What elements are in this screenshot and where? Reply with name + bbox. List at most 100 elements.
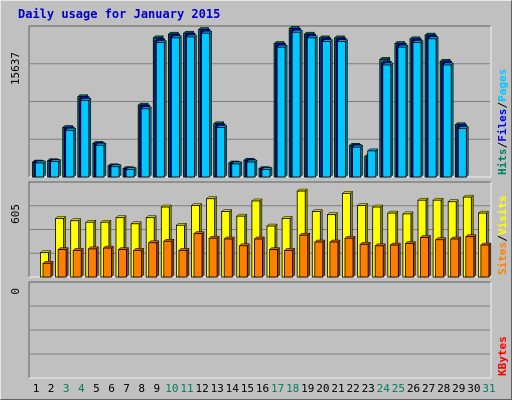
x-tick-label: 14 — [226, 382, 240, 395]
bar-pages-27-face — [427, 38, 437, 178]
bar-sites-14-face — [238, 245, 248, 278]
ymax-label-top: 15637 — [9, 52, 22, 85]
legend-pages: Pages — [496, 69, 509, 102]
bar-pages-14-face — [231, 163, 241, 178]
bar-pages-14 — [231, 161, 243, 178]
bar-sites-6 — [117, 247, 130, 278]
legend-bottom: KBytes — [496, 336, 509, 376]
x-tick-label: 24 — [377, 382, 391, 395]
bar-sites-27-face — [435, 239, 445, 278]
x-tick-label: 20 — [316, 382, 329, 395]
legend-separator: / — [496, 102, 509, 109]
bar-pages-25-face — [397, 46, 407, 178]
bar-sites-19 — [314, 239, 326, 278]
bar-sites-26-face — [420, 237, 429, 278]
legend-middle: Sites/Visits — [496, 195, 509, 275]
legend-sites: Sites — [496, 242, 509, 275]
bar-pages-15-face — [246, 161, 256, 178]
bar-sites-16 — [268, 247, 281, 278]
bar-sites-5-face — [103, 247, 112, 278]
bar-sites-27 — [434, 237, 447, 278]
bar-pages-7-face — [125, 169, 135, 178]
bar-sites-25 — [404, 240, 417, 278]
bar-sites-23-face — [374, 245, 384, 278]
bar-pages-8-face — [140, 108, 150, 178]
bar-sites-22 — [359, 241, 371, 278]
bar-pages-22 — [351, 144, 364, 178]
x-tick-label: 23 — [362, 382, 375, 395]
bar-pages-2-face — [50, 161, 59, 178]
bar-sites-11 — [193, 231, 205, 278]
bar-pages-29-face — [457, 128, 467, 178]
bar-sites-10-face — [178, 249, 188, 278]
bar-sites-24-face — [389, 244, 399, 278]
x-tick-label: 8 — [138, 382, 145, 395]
bar-pages-10-face — [170, 37, 180, 178]
bar-sites-20 — [329, 239, 341, 278]
legend-separator: / — [496, 235, 509, 242]
x-tick-label: 10 — [165, 382, 178, 395]
bar-pages-10 — [170, 35, 183, 178]
bar-pages-27 — [427, 36, 439, 178]
legend-files: Files — [496, 109, 509, 142]
bar-sites-15-face — [253, 238, 263, 278]
bar-pages-12-face — [201, 32, 211, 178]
x-tick-label: 26 — [407, 382, 420, 395]
bar-sites-4-face — [87, 248, 97, 278]
bar-sites-18-face — [299, 234, 309, 278]
bar-sites-7-face — [133, 249, 143, 278]
bar-pages-4 — [80, 97, 92, 178]
bar-pages-16 — [261, 166, 273, 178]
bar-sites-2 — [57, 247, 69, 278]
x-tick-label: 11 — [180, 382, 193, 395]
bar-sites-8-face — [148, 242, 158, 278]
bar-pages-29 — [457, 125, 469, 178]
x-tick-label: 21 — [331, 382, 344, 395]
chart-title: Daily usage for January 2015 — [18, 7, 221, 21]
ymax-label-bottom: 0 — [9, 288, 22, 295]
legend-visits: Visits — [496, 195, 509, 235]
x-tick-label: 16 — [256, 382, 269, 395]
bar-sites-17-face — [284, 249, 294, 278]
bar-pages-15 — [246, 159, 258, 178]
bar-pages-17 — [276, 44, 288, 178]
bar-sites-13-face — [223, 238, 233, 278]
x-tick-label: 12 — [195, 382, 208, 395]
bar-pages-18 — [291, 29, 303, 178]
bar-pages-20 — [321, 39, 334, 178]
bar-sites-20-face — [329, 241, 339, 278]
bar-pages-19-face — [306, 37, 316, 178]
bar-pages-17-face — [276, 46, 286, 178]
bar-pages-21-face — [337, 41, 346, 178]
bar-sites-21-face — [344, 237, 354, 278]
bar-sites-22-face — [359, 243, 369, 278]
bar-pages-4-face — [80, 100, 90, 178]
bar-pages-21 — [336, 39, 349, 178]
bar-pages-12 — [200, 30, 213, 178]
bar-pages-3-face — [65, 129, 75, 178]
bar-pages-20-face — [321, 41, 331, 178]
bar-pages-13-face — [216, 127, 226, 178]
x-tick-label: 4 — [78, 382, 85, 395]
bar-pages-6 — [110, 164, 122, 178]
bar-pages-3 — [65, 127, 77, 178]
legend-separator: / — [496, 141, 509, 148]
bar-pages-1-face — [35, 162, 44, 178]
bar-sites-21 — [344, 235, 356, 278]
bar-sites-8 — [148, 240, 160, 278]
bar-pages-9-face — [155, 42, 165, 178]
bar-sites-4 — [87, 246, 99, 278]
legend-top: Hits/Files/Pages — [496, 69, 509, 175]
bar-sites-3-face — [72, 249, 82, 278]
bar-pages-9 — [155, 39, 167, 178]
bar-pages-19 — [306, 35, 318, 178]
bar-sites-30 — [480, 242, 492, 278]
x-tick-label: 1 — [33, 382, 40, 395]
bar-sites-24 — [389, 242, 401, 278]
x-tick-label: 2 — [48, 382, 55, 395]
bar-sites-15 — [253, 236, 266, 278]
bar-pages-2 — [49, 158, 62, 178]
bar-sites-7 — [132, 247, 145, 278]
x-tick-label: 7 — [123, 382, 130, 395]
